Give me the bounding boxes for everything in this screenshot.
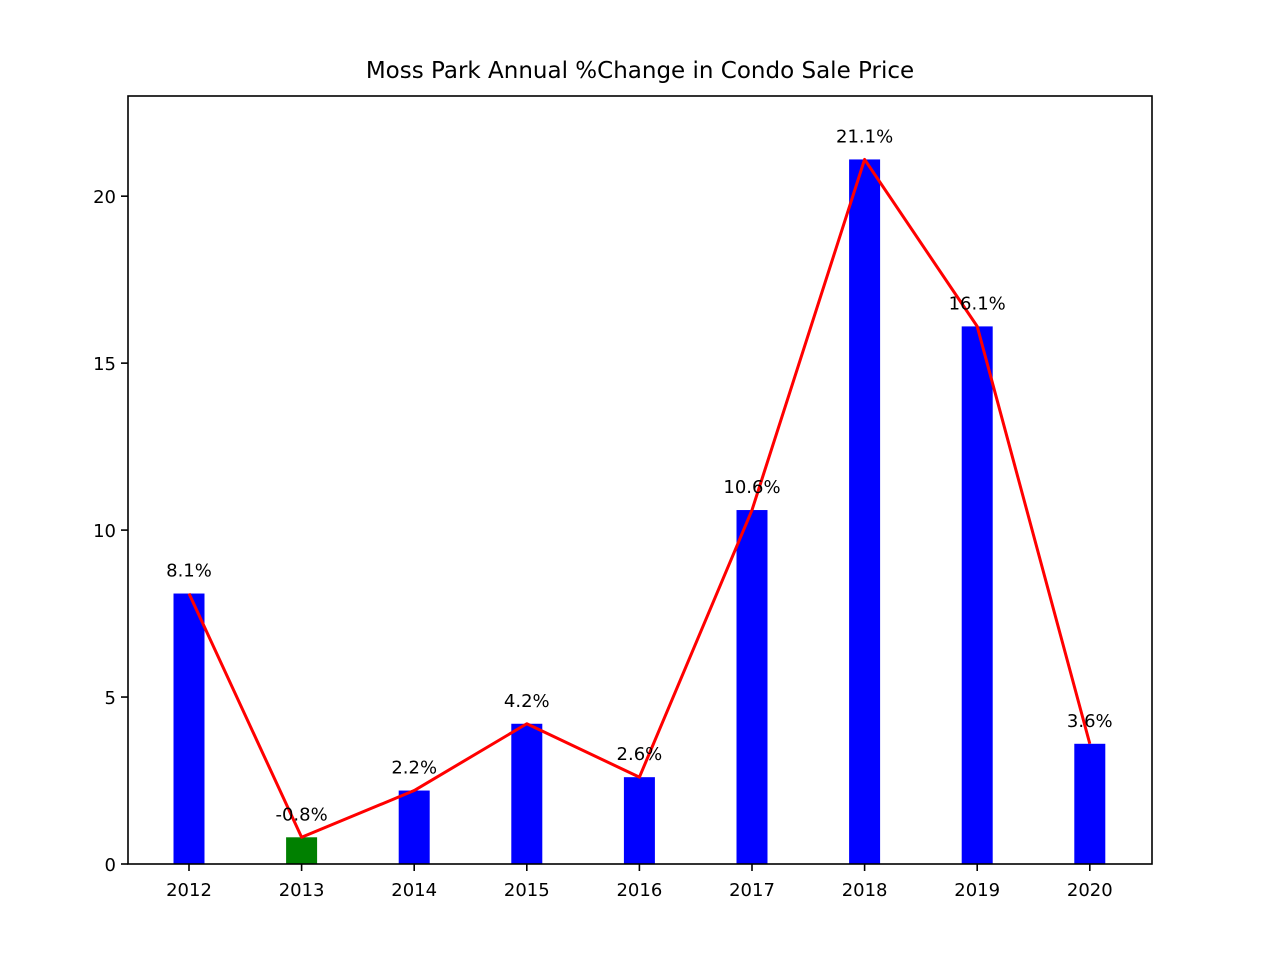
data-label-2015: 4.2% bbox=[504, 691, 550, 712]
x-tick-label-2020: 2020 bbox=[1067, 880, 1113, 901]
y-tick-label-10: 10 bbox=[93, 521, 116, 542]
x-tick-label-2015: 2015 bbox=[504, 880, 550, 901]
data-label-2020: 3.6% bbox=[1067, 711, 1113, 732]
y-tick-label-0: 0 bbox=[105, 855, 116, 876]
x-tick-label-2016: 2016 bbox=[616, 880, 662, 901]
bar-2015 bbox=[511, 723, 543, 864]
data-label-2013: -0.8% bbox=[275, 804, 327, 825]
bar-2014 bbox=[398, 790, 430, 864]
plot-area: 8.1% -0.8% 2.2% 4.2% 2.6% 10.6% 21.1% 16.1% 3.6%… bbox=[93, 95, 1153, 901]
bar-2017 bbox=[736, 510, 768, 864]
data-label-2018: 21.1% bbox=[836, 126, 893, 147]
bar-2020 bbox=[1074, 743, 1106, 864]
x-tick-label-2018: 2018 bbox=[842, 880, 888, 901]
x-tick-label-2012: 2012 bbox=[166, 880, 212, 901]
bar-2018 bbox=[849, 159, 881, 864]
trend-line bbox=[187, 157, 1092, 839]
x-tick-label-2019: 2019 bbox=[954, 880, 1000, 901]
bar-2013 bbox=[286, 837, 318, 864]
data-label-2016: 2.6% bbox=[617, 744, 663, 765]
data-label-2012: 8.1% bbox=[166, 561, 212, 582]
bar-2019 bbox=[961, 326, 993, 864]
y-tick-label-15: 15 bbox=[93, 354, 116, 375]
data-label-2019: 16.1% bbox=[949, 293, 1006, 314]
bar-2012 bbox=[173, 593, 205, 864]
y-tick-label-20: 20 bbox=[93, 187, 116, 208]
chart-title: Moss Park Annual %Change in Condo Sale P… bbox=[366, 58, 914, 84]
y-tick-label-5: 5 bbox=[105, 688, 116, 709]
x-tick-label-2014: 2014 bbox=[391, 880, 437, 901]
data-label-2014: 2.2% bbox=[391, 758, 437, 779]
bar-2016 bbox=[623, 777, 655, 864]
data-label-2017: 10.6% bbox=[723, 477, 780, 498]
x-tick-label-2013: 2013 bbox=[279, 880, 325, 901]
x-tick-label-2017: 2017 bbox=[729, 880, 775, 901]
